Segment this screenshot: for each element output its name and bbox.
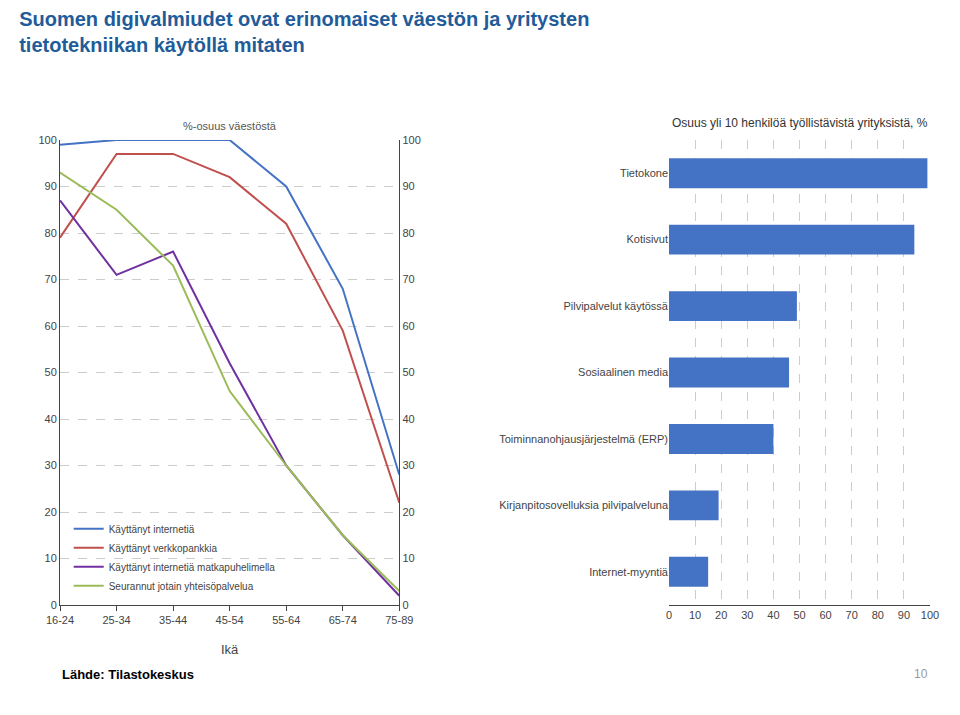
svg-text:Kirjanpitosovelluksia pilvipal: Kirjanpitosovelluksia pilvipalveluna bbox=[499, 499, 669, 511]
svg-text:Käyttänyt internetiä: Käyttänyt internetiä bbox=[109, 524, 195, 535]
svg-text:Ikä: Ikä bbox=[221, 642, 239, 657]
svg-text:0: 0 bbox=[51, 599, 57, 611]
svg-text:90: 90 bbox=[898, 609, 910, 621]
svg-text:50: 50 bbox=[45, 366, 57, 378]
svg-text:Sosiaalinen media: Sosiaalinen media bbox=[578, 366, 669, 378]
svg-text:75-89: 75-89 bbox=[385, 614, 413, 626]
svg-text:70: 70 bbox=[403, 273, 415, 285]
svg-text:Seurannut jotain yhteisöpalvel: Seurannut jotain yhteisöpalvelua bbox=[109, 581, 254, 592]
svg-text:16-24: 16-24 bbox=[46, 614, 74, 626]
svg-text:60: 60 bbox=[45, 320, 57, 332]
svg-text:30: 30 bbox=[741, 609, 753, 621]
svg-text:60: 60 bbox=[819, 609, 831, 621]
svg-text:Tietokone: Tietokone bbox=[620, 167, 668, 179]
svg-text:Toiminnanohjausjärjestelmä (ER: Toiminnanohjausjärjestelmä (ERP) bbox=[499, 433, 668, 445]
svg-text:Käyttänyt verkkopankkia: Käyttänyt verkkopankkia bbox=[109, 543, 218, 554]
svg-text:20: 20 bbox=[715, 609, 727, 621]
svg-text:25-34: 25-34 bbox=[102, 614, 130, 626]
svg-text:Käyttänyt internetiä matkapuhe: Käyttänyt internetiä matkapuhelimella bbox=[109, 562, 276, 573]
svg-text:40: 40 bbox=[767, 609, 779, 621]
svg-text:30: 30 bbox=[45, 459, 57, 471]
svg-text:40: 40 bbox=[45, 413, 57, 425]
svg-text:Pilvipalvelut käytössä: Pilvipalvelut käytössä bbox=[563, 300, 668, 312]
svg-text:70: 70 bbox=[846, 609, 858, 621]
svg-text:10: 10 bbox=[914, 667, 928, 681]
svg-text:20: 20 bbox=[403, 506, 415, 518]
svg-text:80: 80 bbox=[403, 227, 415, 239]
svg-text:10: 10 bbox=[403, 552, 415, 564]
svg-text:60: 60 bbox=[403, 320, 415, 332]
svg-text:65-74: 65-74 bbox=[329, 614, 357, 626]
svg-text:50: 50 bbox=[403, 366, 415, 378]
svg-text:20: 20 bbox=[45, 506, 57, 518]
svg-text:Osuus yli 10 henkilöä työllist: Osuus yli 10 henkilöä työllistävistä yri… bbox=[672, 116, 928, 130]
svg-text:50: 50 bbox=[793, 609, 805, 621]
svg-text:Internet-myyntiä: Internet-myyntiä bbox=[589, 566, 669, 578]
svg-text:55-64: 55-64 bbox=[272, 614, 300, 626]
svg-text:Kotisivut: Kotisivut bbox=[626, 233, 668, 245]
svg-text:0: 0 bbox=[666, 609, 672, 621]
svg-text:80: 80 bbox=[872, 609, 884, 621]
svg-text:90: 90 bbox=[403, 180, 415, 192]
svg-text:35-44: 35-44 bbox=[159, 614, 187, 626]
svg-text:0: 0 bbox=[403, 599, 409, 611]
svg-text:90: 90 bbox=[45, 180, 57, 192]
svg-text:40: 40 bbox=[403, 413, 415, 425]
svg-text:10: 10 bbox=[45, 552, 57, 564]
svg-text:10: 10 bbox=[689, 609, 701, 621]
svg-text:Lähde: Tilastokeskus: Lähde: Tilastokeskus bbox=[62, 667, 194, 682]
svg-text:Suomen digivalmiudet ovat erin: Suomen digivalmiudet ovat erinomaiset vä… bbox=[19, 8, 589, 56]
svg-text:70: 70 bbox=[45, 273, 57, 285]
svg-text:100: 100 bbox=[38, 134, 56, 146]
svg-text:%-osuus väestöstä: %-osuus väestöstä bbox=[183, 120, 277, 132]
svg-text:45-54: 45-54 bbox=[216, 614, 244, 626]
svg-text:80: 80 bbox=[45, 227, 57, 239]
svg-text:100: 100 bbox=[921, 609, 939, 621]
svg-text:100: 100 bbox=[403, 134, 421, 146]
svg-text:30: 30 bbox=[403, 459, 415, 471]
